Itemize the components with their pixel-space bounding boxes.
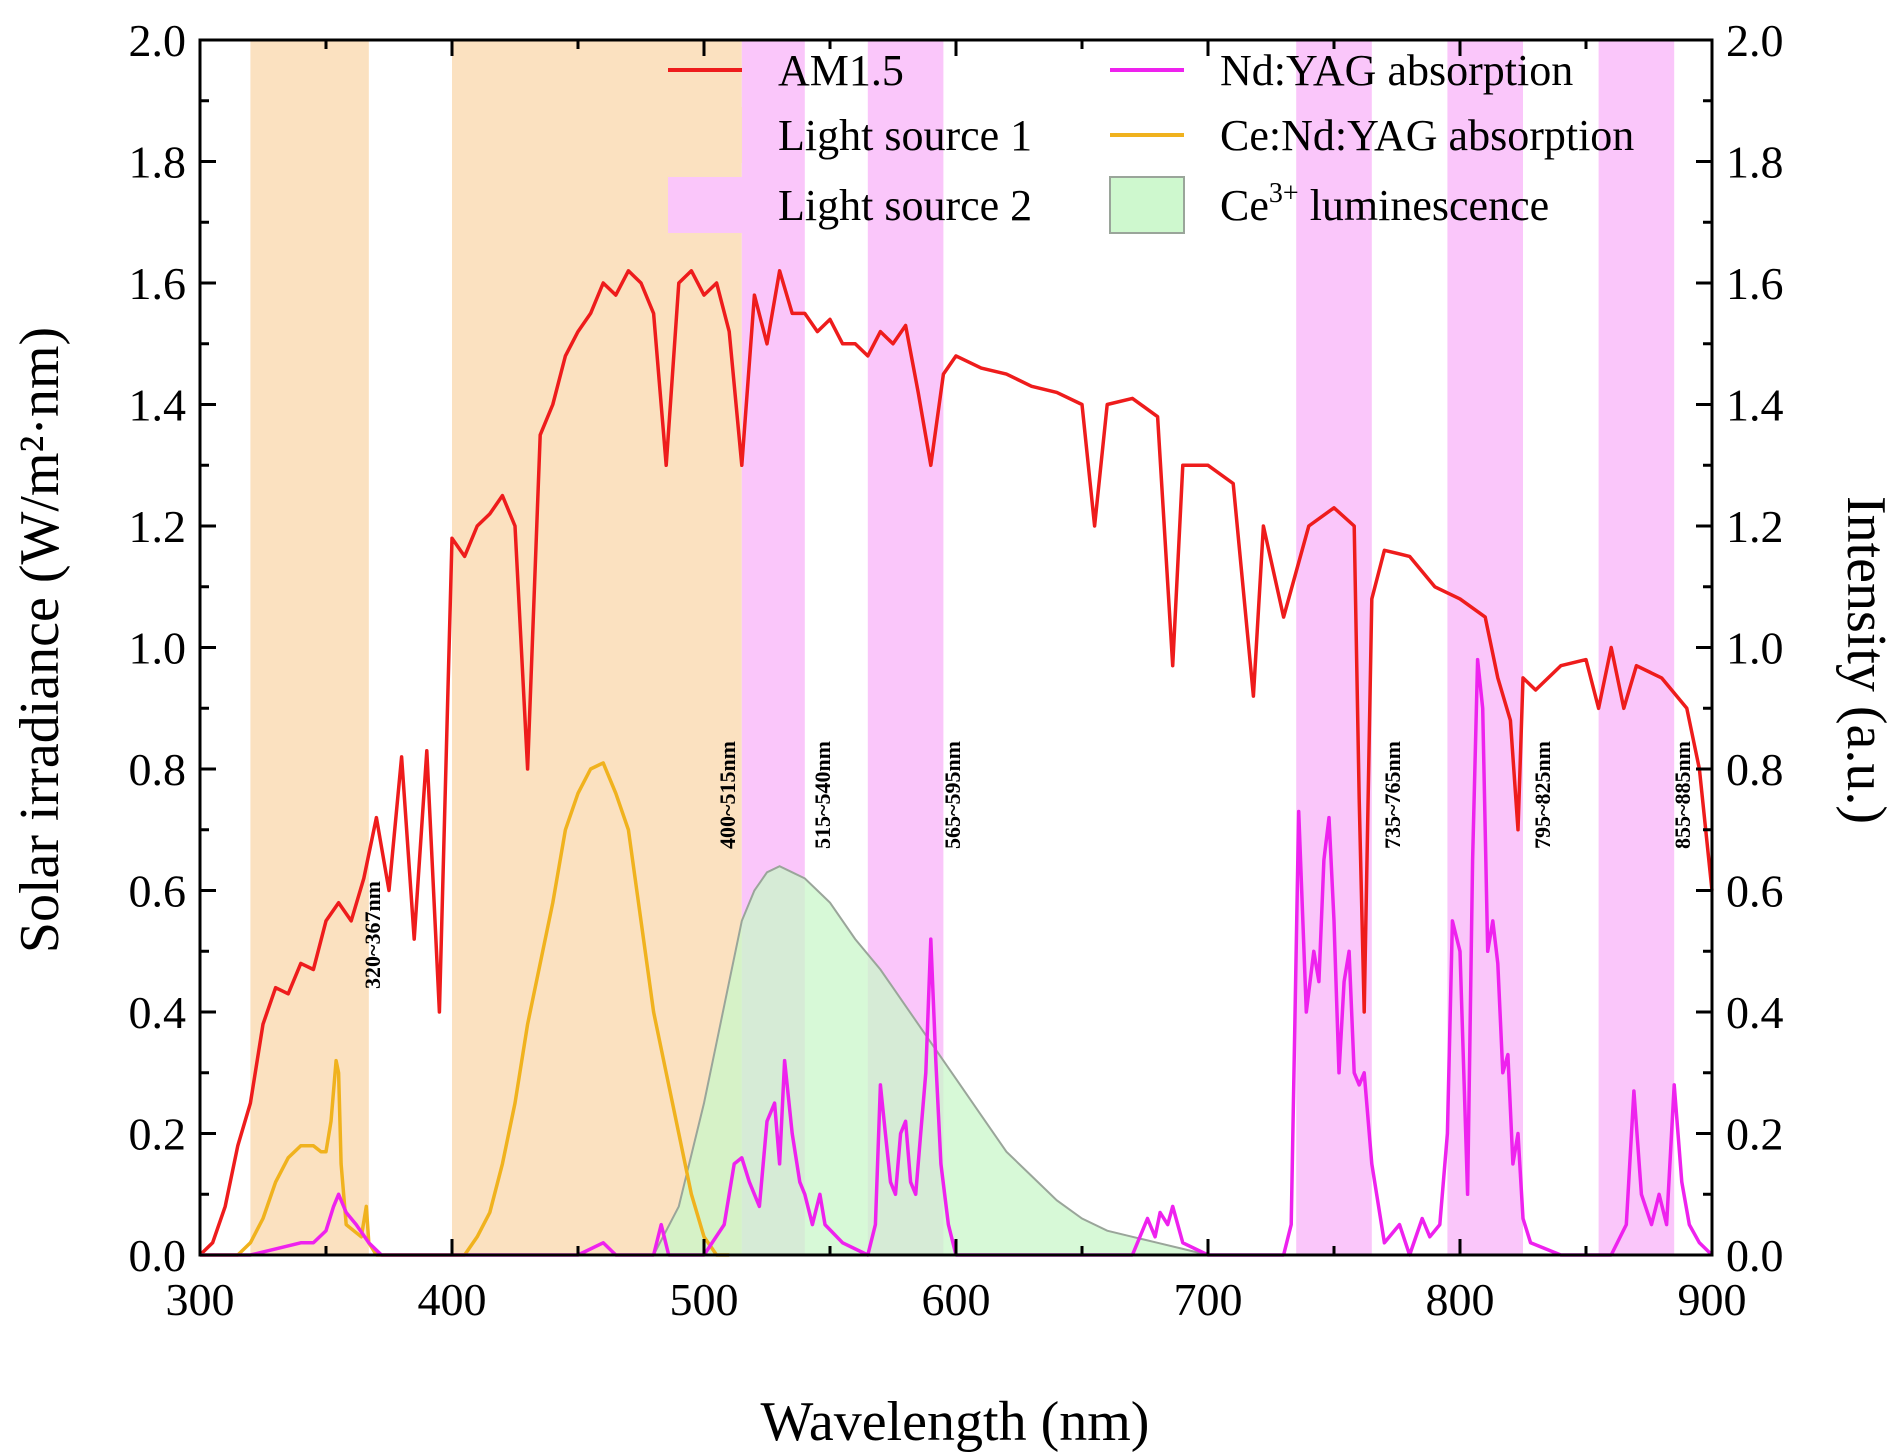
band-0 — [250, 40, 369, 1255]
y-tick-label-left: 0.0 — [129, 1230, 187, 1281]
x-axis-title: Wavelength (nm) — [761, 1391, 1150, 1453]
series-am1-5 — [198, 269, 1714, 1257]
band-label-5: 795~825nm — [1530, 741, 1555, 849]
y-tick-label-right: 2.0 — [1726, 15, 1784, 66]
band-label-1: 400~515nm — [715, 741, 740, 849]
legend-swatch — [1109, 176, 1185, 234]
x-tick-label: 500 — [670, 1274, 739, 1325]
band-4 — [1296, 40, 1372, 1255]
y-tick-label-left: 0.8 — [129, 744, 187, 795]
y-axis-title-left: Solar irradiance (W/m²·nm) — [9, 327, 71, 953]
x-tick-label: 700 — [1174, 1274, 1243, 1325]
band-5 — [1447, 40, 1523, 1255]
y-axis-title-right: Intensity (a.u.) — [1835, 496, 1890, 824]
band-layer — [250, 40, 1675, 1255]
y-tick-label-left: 2.0 — [129, 15, 187, 66]
legend-label: Ce3+ luminescence — [1220, 178, 1549, 230]
legend-label: Light source 1 — [778, 111, 1032, 160]
legend: AM1.5 Nd:YAG absorption Light source 1 Ce:N… — [668, 46, 1634, 234]
y-tick-label-right: 1.2 — [1726, 501, 1784, 552]
y-tick-label-left: 1.0 — [129, 623, 187, 674]
x-tick-label: 600 — [922, 1274, 991, 1325]
band-label-0: 320~367nm — [360, 881, 385, 989]
y-tick-label-left: 1.6 — [129, 258, 187, 309]
band-label-6: 855~885nm — [1670, 741, 1695, 849]
x-tick-label: 400 — [418, 1274, 487, 1325]
y-tick-label-left: 0.4 — [129, 987, 187, 1038]
y-tick-label-left: 0.2 — [129, 1109, 187, 1160]
y-tick-label-right: 0.8 — [1726, 744, 1784, 795]
y-tick-label-right: 0.0 — [1726, 1230, 1784, 1281]
y-tick-label-right: 1.0 — [1726, 623, 1784, 674]
legend-swatch — [668, 177, 742, 233]
x-tick-label: 300 — [166, 1274, 235, 1325]
band-label-4: 735~765nm — [1380, 741, 1405, 849]
band-label-3: 565~595nm — [940, 741, 965, 849]
legend-label: AM1.5 — [778, 46, 904, 95]
legend-swatch — [668, 107, 742, 163]
legend-label: Nd:YAG absorption — [1220, 46, 1573, 95]
y-tick-label-right: 1.4 — [1726, 380, 1784, 431]
y-tick-label-right: 0.6 — [1726, 866, 1784, 917]
y-tick-label-left: 1.4 — [129, 380, 187, 431]
y-tick-label-right: 0.2 — [1726, 1109, 1784, 1160]
y-tick-label-left: 0.6 — [129, 866, 187, 917]
y-tick-label-right: 1.6 — [1726, 258, 1784, 309]
band-1 — [452, 40, 742, 1255]
legend-label: Ce:Nd:YAG absorption — [1220, 111, 1634, 160]
x-tick-label: 900 — [1678, 1274, 1747, 1325]
x-tick-label: 800 — [1426, 1274, 1495, 1325]
band-label-2: 515~540nm — [810, 741, 835, 849]
legend-label: Light source 2 — [778, 181, 1032, 230]
y-tick-label-left: 1.2 — [129, 501, 187, 552]
y-tick-label-right: 1.8 — [1726, 137, 1784, 188]
y-tick-label-left: 1.8 — [129, 137, 187, 188]
band-label-layer: 320~367nm 400~515nm 515~540nm 565~595nm 735~… — [360, 741, 1695, 989]
y-tick-label-right: 0.4 — [1726, 987, 1784, 1038]
series-ce3-luminescence — [651, 865, 1209, 1256]
